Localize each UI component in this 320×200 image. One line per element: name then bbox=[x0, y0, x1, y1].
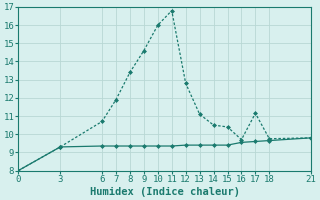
X-axis label: Humidex (Indice chaleur): Humidex (Indice chaleur) bbox=[90, 186, 240, 197]
